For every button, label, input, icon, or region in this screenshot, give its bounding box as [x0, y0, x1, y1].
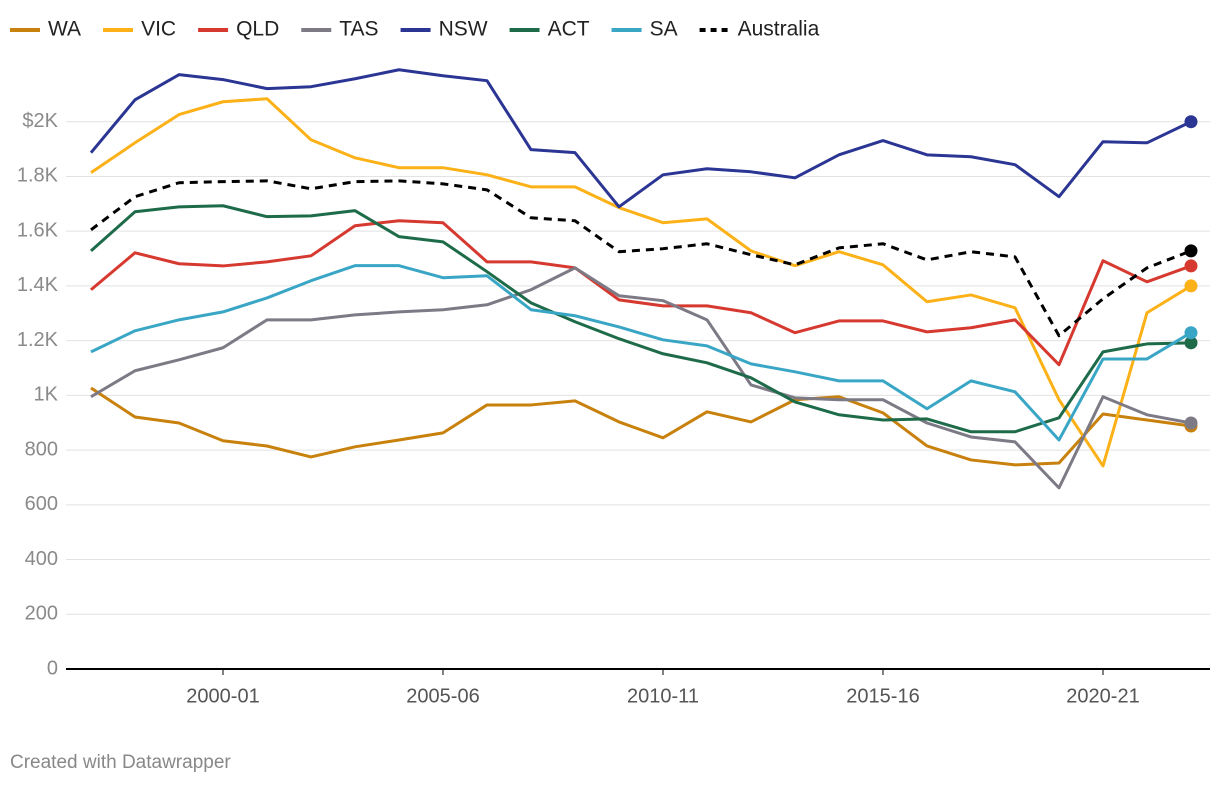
y-tick-label: 1.6K [17, 219, 59, 241]
footer: Created with Datawrapper [10, 752, 231, 773]
end-dot [1184, 115, 1198, 129]
end-dot [1184, 336, 1198, 350]
y-tick-label: 600 [25, 493, 58, 515]
series-line [90, 386, 1192, 467]
x-tick-label: 2000-01 [186, 685, 259, 707]
y-tick-label: 0 [47, 657, 58, 679]
y-tick-label: 1.4K [17, 274, 59, 296]
series-line [90, 219, 1192, 367]
y-tick-label: 1K [34, 384, 59, 406]
end-dot [1184, 326, 1198, 340]
series-line [90, 204, 1192, 434]
legend-label: WA [48, 18, 81, 41]
legend-label: Australia [738, 18, 820, 41]
legend-label: ACT [548, 18, 590, 41]
end-dot [1184, 279, 1198, 293]
legend-label: SA [650, 18, 678, 41]
series-line [89, 68, 1192, 209]
x-tick-label: 2020-21 [1066, 685, 1139, 707]
y-tick-label: 200 [25, 603, 58, 625]
legend-label: QLD [236, 18, 279, 41]
series-line [90, 266, 1192, 490]
legend-label: VIC [141, 18, 176, 41]
y-tick-label: 400 [25, 548, 58, 570]
legend-label: NSW [439, 18, 488, 41]
x-tick-label: 2010-11 [627, 685, 699, 707]
legend-label: TAS [339, 18, 378, 41]
y-tick-label: 1.8K [17, 165, 59, 187]
series-line [90, 97, 1192, 468]
y-tick-label: $2K [22, 110, 58, 132]
y-tick-label: 1.2K [17, 329, 59, 351]
end-dot [1184, 244, 1198, 258]
series-line [90, 179, 1192, 338]
y-tick-label: 800 [25, 438, 58, 460]
end-dot [1184, 416, 1198, 430]
series-line [90, 264, 1192, 442]
x-tick-label: 2015-16 [846, 685, 919, 707]
end-dot [1184, 259, 1198, 273]
x-tick-label: 2005-06 [406, 685, 479, 707]
